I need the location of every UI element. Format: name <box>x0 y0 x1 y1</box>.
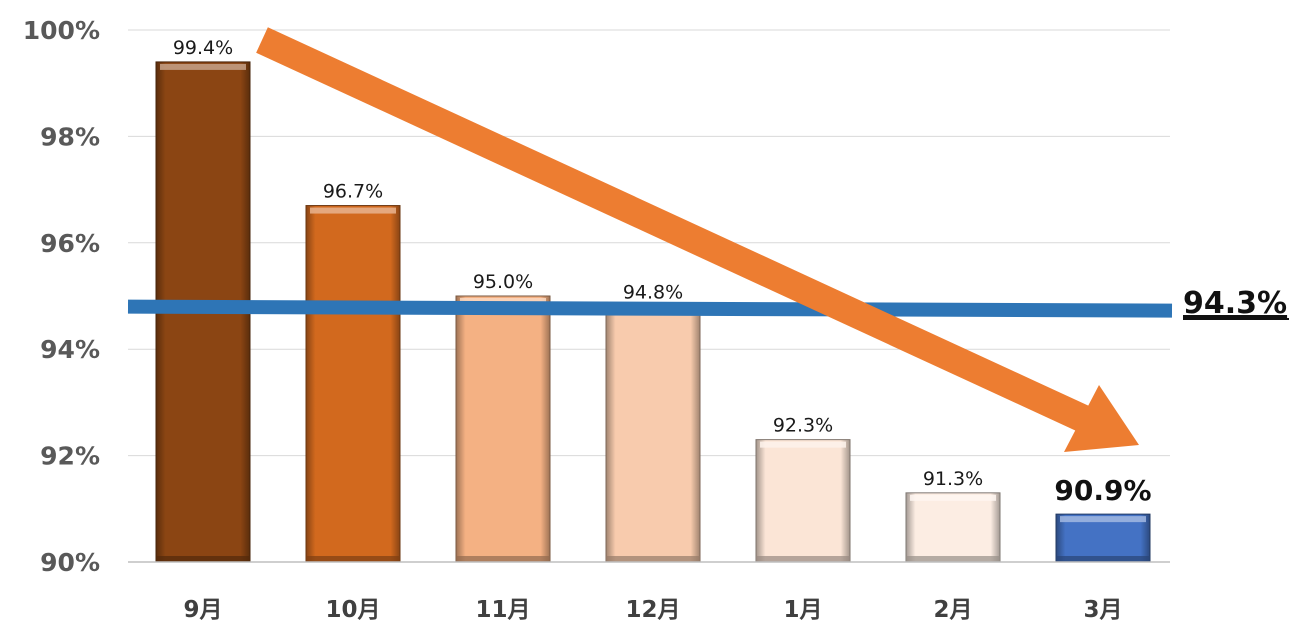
x-tick-label: 12月 <box>625 597 680 623</box>
x-tick-label: 2月 <box>933 597 972 623</box>
data-label: 96.7% <box>323 181 383 203</box>
bar-body <box>755 439 851 563</box>
bar-shadow <box>1056 556 1150 562</box>
trend-arrow-head <box>1064 385 1139 452</box>
bar <box>1055 513 1151 563</box>
bar <box>305 205 401 563</box>
reference-line-group: 94.3% <box>127 286 1289 321</box>
data-label: 99.4% <box>173 37 233 59</box>
x-tick-label: 1月 <box>783 597 822 623</box>
y-tick-label: 98% <box>40 122 100 151</box>
x-tick-label: 3月 <box>1083 597 1122 623</box>
bar-body <box>905 492 1001 563</box>
y-tick-label: 90% <box>40 548 100 577</box>
data-label: 94.8% <box>623 282 683 304</box>
bar-highlight <box>760 441 846 448</box>
data-label: 92.3% <box>773 415 833 437</box>
bar-highlight <box>910 494 996 501</box>
x-tick-label: 9月 <box>183 597 222 623</box>
bar <box>755 439 851 563</box>
x-tick-label: 10月 <box>325 597 380 623</box>
bar-shadow <box>606 556 700 562</box>
data-labels: 99.4% 96.7% 95.0% 94.8% 92.3% 91.3% 90.9% <box>173 37 1152 507</box>
bar-body <box>305 205 401 563</box>
bar <box>605 306 701 563</box>
y-tick-label: 92% <box>40 442 100 471</box>
bar <box>905 492 1001 563</box>
bar-shadow <box>306 556 400 562</box>
bar-highlight <box>460 298 546 304</box>
bar-highlight <box>310 207 396 214</box>
trend-arrow-shaft <box>256 27 1092 433</box>
average-line <box>127 299 1173 318</box>
bar-highlight <box>160 63 246 70</box>
y-tick-label: 94% <box>40 335 100 364</box>
axes: 90% 92% 94% 96% 98% 100% 9月 10月 11月 12月 1月 2月 3月 <box>23 16 1170 623</box>
bar-highlight <box>1060 516 1146 523</box>
x-tick-label: 11月 <box>475 597 530 623</box>
bar-shadow <box>756 556 850 562</box>
y-tick-label: 96% <box>40 229 100 258</box>
bar <box>455 295 551 563</box>
y-tick-label: 100% <box>23 16 100 45</box>
bar-shadow <box>156 556 250 562</box>
bar-body <box>605 306 701 563</box>
data-label: 91.3% <box>923 468 983 490</box>
bars <box>155 61 1151 563</box>
data-label: 95.0% <box>473 271 533 293</box>
bar-shadow <box>456 556 550 562</box>
bar-shadow <box>906 556 1000 562</box>
bar-body <box>455 295 551 563</box>
data-label: 90.9% <box>1054 474 1151 507</box>
average-line-label: 94.3% <box>1183 286 1287 321</box>
trend-arrow-group <box>256 27 1139 452</box>
